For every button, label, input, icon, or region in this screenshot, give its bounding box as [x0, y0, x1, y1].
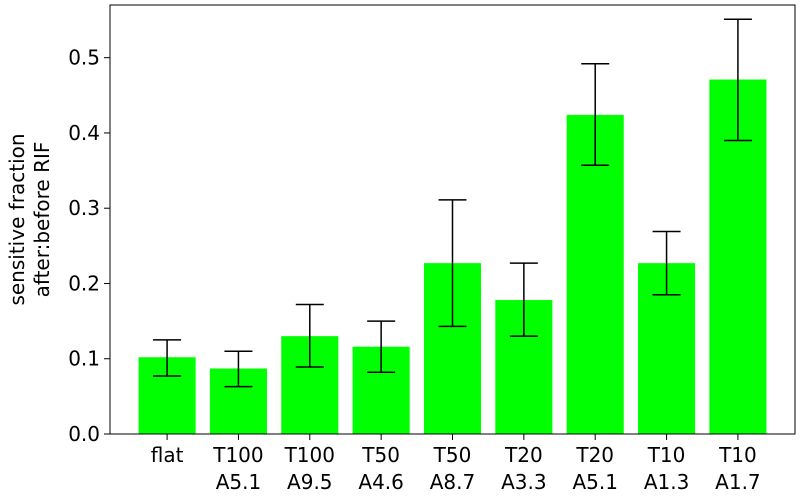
bars-layer: [138, 79, 767, 434]
y-tick-label: 0.1: [68, 347, 100, 371]
y-tick-label: 0.2: [68, 271, 100, 295]
x-tick-label-line: T100: [212, 443, 263, 467]
x-tick-label-line: T50: [433, 443, 472, 467]
x-axis: flat T100 A5.1 T100 A9.5 T50 A4.6 T50 A8.7 T20 A3.…: [151, 434, 761, 494]
x-tick-label-line: flat: [151, 443, 184, 467]
x-tick-label-line: T20: [575, 443, 614, 467]
y-tick-label: 0.0: [68, 422, 100, 446]
x-tick-label-line: A1.7: [715, 470, 761, 494]
y-axis: 0.0 0.1 0.2 0.3 0.4 0.5: [68, 46, 110, 446]
y-axis-label-line: sensitive fraction: [5, 133, 29, 305]
x-tick-label-line: T50: [361, 443, 400, 467]
x-tick-label-line: A8.7: [430, 470, 476, 494]
x-tick-label-line: T20: [504, 443, 543, 467]
x-tick-label: T100 A9.5: [284, 443, 335, 494]
x-tick-label: T10 A1.3: [644, 443, 690, 494]
x-tick-label-line: A9.5: [287, 470, 333, 494]
y-tick-label: 0.4: [68, 121, 100, 145]
x-tick-label-line: A3.3: [501, 470, 547, 494]
x-tick-label: T50 A4.6: [358, 443, 404, 494]
bar: [566, 114, 624, 434]
x-tick-label: flat: [151, 443, 184, 467]
x-tick-label-line: T10: [647, 443, 686, 467]
error-bars-layer: [153, 18, 752, 388]
x-tick-label-line: A5.1: [572, 470, 618, 494]
x-tick-label-line: A5.1: [216, 470, 262, 494]
y-tick-label: 0.5: [68, 46, 100, 70]
x-tick-label-line: A1.3: [644, 470, 690, 494]
x-tick-label-line: T100: [284, 443, 335, 467]
x-tick-label: T20 A5.1: [572, 443, 618, 494]
x-tick-label-line: T10: [718, 443, 757, 467]
x-tick-label: T10 A1.7: [715, 443, 761, 494]
x-tick-label-line: A4.6: [358, 470, 404, 494]
y-tick-label: 0.3: [68, 196, 100, 220]
y-axis-label-line: after:before RIF: [30, 142, 54, 298]
x-tick-label: T20 A3.3: [501, 443, 547, 494]
x-tick-label: T50 A8.7: [430, 443, 476, 494]
x-tick-label: T100 A5.1: [212, 443, 263, 494]
y-axis-label: sensitive fractionafter:before RIF: [5, 133, 54, 305]
